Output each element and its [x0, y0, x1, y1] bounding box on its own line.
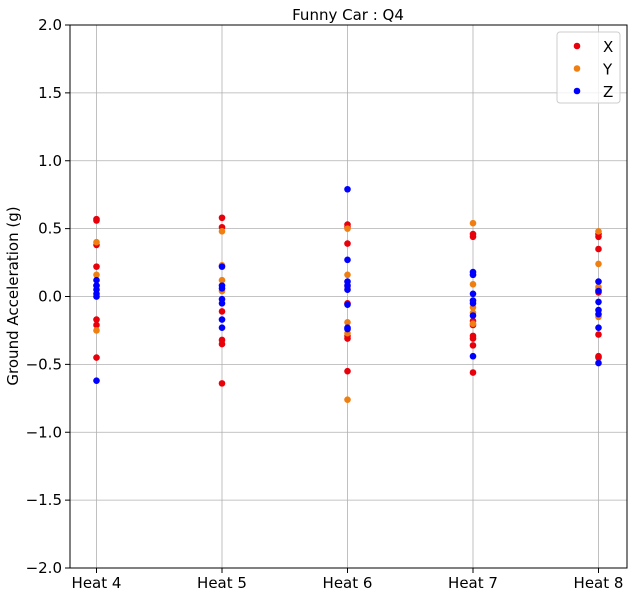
legend-marker-z [573, 87, 581, 95]
data-point-z [93, 293, 100, 300]
data-point-y [595, 260, 602, 268]
data-point-x [595, 245, 602, 253]
data-point-z [344, 185, 351, 193]
data-point-z [218, 263, 226, 270]
y-tick-label: 0.0 [38, 288, 62, 306]
data-point-x [595, 331, 602, 338]
x-tick-label: Heat 4 [72, 574, 122, 592]
y-axis: −2.0 −1.5 −1.0 −0.5 0.0 0.5 1.0 1.5 2.0 [26, 16, 70, 577]
data-point-z [469, 312, 477, 319]
x-tick-label: Heat 7 [448, 574, 498, 592]
data-point-z [595, 359, 602, 367]
data-point-z [218, 324, 226, 332]
data-point-x [595, 233, 602, 241]
data-point-x [469, 335, 477, 342]
data-point-x [469, 369, 477, 376]
data-point-x [469, 233, 477, 241]
data-point-x [93, 263, 100, 270]
y-tick-label: −2.0 [26, 559, 62, 577]
data-point-z [93, 276, 100, 284]
y-axis-label: Ground Acceleration (g) [4, 206, 22, 385]
data-point-z [469, 299, 477, 307]
x-tick-label: Heat 6 [323, 574, 373, 592]
data-point-y [344, 318, 351, 326]
legend-label-x: X [603, 38, 613, 56]
data-point-z [469, 352, 477, 360]
data-point-x [93, 321, 100, 329]
data-point-x [595, 354, 602, 361]
data-point-z [595, 278, 602, 285]
data-point-z [595, 298, 602, 306]
y-tick-label: 1.0 [38, 152, 62, 170]
data-point-y [595, 228, 602, 235]
data-point-x [218, 308, 226, 315]
data-point-y [344, 396, 351, 403]
legend-label-y: Y [602, 61, 613, 79]
data-point-y [93, 238, 100, 246]
data-point-y [469, 219, 477, 227]
x-tick-label: Heat 5 [197, 574, 247, 592]
series-z [93, 185, 602, 384]
y-tick-label: 0.5 [38, 220, 62, 238]
legend-label-z: Z [603, 83, 613, 101]
data-point-z [344, 301, 351, 308]
data-point-x [344, 367, 351, 375]
data-point-x [93, 217, 100, 224]
data-point-x [93, 354, 100, 361]
legend-marker-y [573, 65, 581, 72]
chart-title: Funny Car : Q4 [292, 6, 404, 24]
data-point-z [595, 324, 602, 332]
data-point-y [93, 271, 100, 279]
legend-marker-x [573, 42, 581, 50]
data-point-x [344, 335, 351, 342]
data-point-z [595, 287, 602, 295]
data-point-y [218, 228, 226, 235]
data-point-z [469, 290, 477, 298]
x-tick-label: Heat 8 [574, 574, 624, 592]
data-points [93, 185, 602, 403]
y-tick-label: −1.0 [26, 423, 62, 441]
data-point-x [218, 340, 226, 348]
data-point-x [218, 380, 226, 387]
data-point-y [218, 276, 226, 284]
data-point-z [218, 316, 226, 323]
data-point-x [469, 342, 477, 349]
x-axis: Heat 4 Heat 5 Heat 6 Heat 7 Heat 8 [72, 568, 624, 592]
data-point-x [218, 214, 226, 222]
data-point-z [344, 256, 351, 264]
data-point-z [469, 271, 477, 279]
data-point-z [218, 285, 226, 292]
data-point-z [218, 299, 226, 307]
data-point-z [93, 377, 100, 384]
data-point-z [595, 310, 602, 318]
data-point-y [93, 327, 100, 334]
data-point-z [344, 286, 351, 294]
y-tick-label: 2.0 [38, 16, 62, 34]
data-point-y [344, 271, 351, 279]
data-point-x [344, 240, 351, 247]
y-tick-label: 1.5 [38, 84, 62, 102]
data-point-y [469, 320, 477, 327]
data-point-z [344, 325, 351, 333]
data-point-y [344, 225, 351, 232]
legend: XYZ [556, 31, 621, 104]
y-tick-label: −0.5 [26, 355, 62, 373]
grid-lines [70, 24, 627, 569]
data-point-y [469, 280, 477, 288]
legend-box [556, 31, 621, 104]
data-point-x [93, 316, 100, 323]
y-tick-label: −1.5 [26, 491, 62, 509]
